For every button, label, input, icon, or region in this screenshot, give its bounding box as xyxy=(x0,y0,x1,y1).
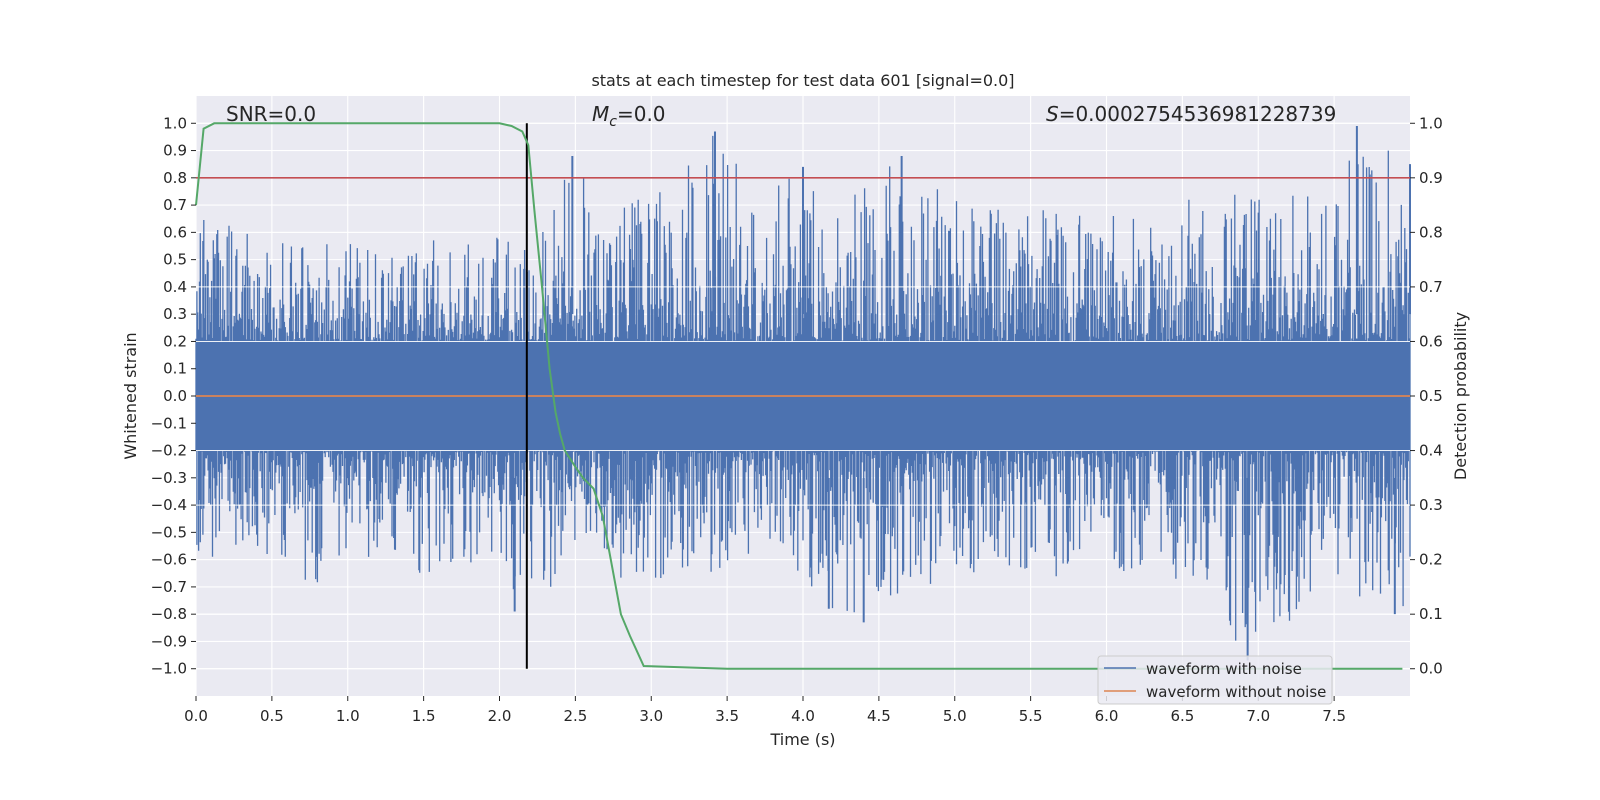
x-tick-label: 7.5 xyxy=(1322,707,1346,725)
y-tick-label-left: 0.7 xyxy=(163,196,187,214)
x-axis-label: Time (s) xyxy=(769,730,835,749)
chirp-mass-annotation: Mc=0.0 xyxy=(592,102,666,130)
y-tick-label-right: 0.7 xyxy=(1419,278,1443,296)
series-lines xyxy=(195,122,1410,670)
x-tick-label: 7.0 xyxy=(1246,707,1270,725)
x-tick-label: 3.5 xyxy=(715,707,739,725)
y-tick-label-left: −0.4 xyxy=(151,496,187,514)
x-tick-label: 2.0 xyxy=(488,707,512,725)
x-tick-label: 2.5 xyxy=(563,707,587,725)
chart-title: stats at each timestep for test data 601… xyxy=(591,71,1014,90)
y-tick-label-left: −0.1 xyxy=(151,414,187,432)
score-annotation: S=0.0002754536981228739 xyxy=(1046,102,1336,126)
y-tick-label-left: −0.3 xyxy=(151,469,187,487)
y-tick-label-right: 0.8 xyxy=(1419,223,1443,241)
y-axis-label-right: Detection probability xyxy=(1451,312,1470,480)
x-tick-label: 5.0 xyxy=(943,707,967,725)
y-tick-label-left: 0.2 xyxy=(163,332,187,350)
x-tick-label: 3.0 xyxy=(639,707,663,725)
y-tick-label-left: 0.6 xyxy=(163,223,187,241)
x-tick-label: 6.0 xyxy=(1095,707,1119,725)
y-tick-label-left: 0.9 xyxy=(163,142,187,160)
legend: waveform with noise waveform without noi… xyxy=(1097,655,1333,705)
y-tick-label-right: 0.0 xyxy=(1419,660,1443,678)
y-tick-label-left: −0.8 xyxy=(151,605,187,623)
legend-label-noise: waveform with noise xyxy=(1146,660,1302,678)
chirp-mass-symbol: M xyxy=(592,102,609,126)
y-axis-label-left: Whitened strain xyxy=(121,332,140,459)
x-tick-label: 6.5 xyxy=(1170,707,1194,725)
snr-annotation: SNR=0.0 xyxy=(226,102,316,126)
y-tick-label-left: 0.8 xyxy=(163,169,187,187)
x-tick-label: 1.0 xyxy=(336,707,360,725)
y-tick-label-left: −0.7 xyxy=(151,578,187,596)
x-tick-label: 4.0 xyxy=(791,707,815,725)
x-tick-label: 4.5 xyxy=(867,707,891,725)
x-tick-label: 0.5 xyxy=(260,707,284,725)
legend-label-clean: waveform without noise xyxy=(1146,683,1326,701)
y-tick-label-left: −0.6 xyxy=(151,551,187,569)
y-tick-label-right: 1.0 xyxy=(1419,114,1443,132)
x-tick-label: 1.5 xyxy=(412,707,436,725)
y-tick-label-left: 0.0 xyxy=(163,387,187,405)
y-tick-label-left: 0.4 xyxy=(163,278,187,296)
chirp-mass-value: =0.0 xyxy=(617,102,666,126)
y-tick-label-left: −0.9 xyxy=(151,632,187,650)
y-tick-label-left: −0.2 xyxy=(151,442,187,460)
y-tick-label-right: 0.4 xyxy=(1419,442,1443,460)
chirp-mass-subscript: c xyxy=(609,114,617,130)
score-value: =0.0002754536981228739 xyxy=(1059,102,1337,126)
y-tick-label-left: 0.1 xyxy=(163,360,187,378)
legend-box xyxy=(1097,655,1333,705)
y-tick-label-right: 0.2 xyxy=(1419,551,1443,569)
y-tick-label-left: −0.5 xyxy=(151,523,187,541)
y-tick-label-right: 0.3 xyxy=(1419,496,1443,514)
score-symbol: S xyxy=(1046,102,1059,126)
y-tick-label-left: 0.3 xyxy=(163,305,187,323)
axis-ticks: 0.0 0.5 1.0 1.5 2.0 2.5 3.0 3.5 4.0 4.5 5.0 5.5 6.0 6… xyxy=(151,114,1443,725)
y-tick-label-right: 0.1 xyxy=(1419,605,1443,623)
y-tick-label-right: 0.5 xyxy=(1419,387,1443,405)
y-tick-label-left: −1.0 xyxy=(151,660,187,678)
x-tick-label: 0.0 xyxy=(184,707,208,725)
y-tick-label-left: 1.0 xyxy=(163,114,187,132)
x-tick-label: 5.5 xyxy=(1019,707,1043,725)
y-tick-label-right: 0.6 xyxy=(1419,332,1443,350)
detection-probability-line xyxy=(195,122,1403,670)
y-tick-label-left: 0.5 xyxy=(163,251,187,269)
y-tick-label-right: 0.9 xyxy=(1419,169,1443,187)
